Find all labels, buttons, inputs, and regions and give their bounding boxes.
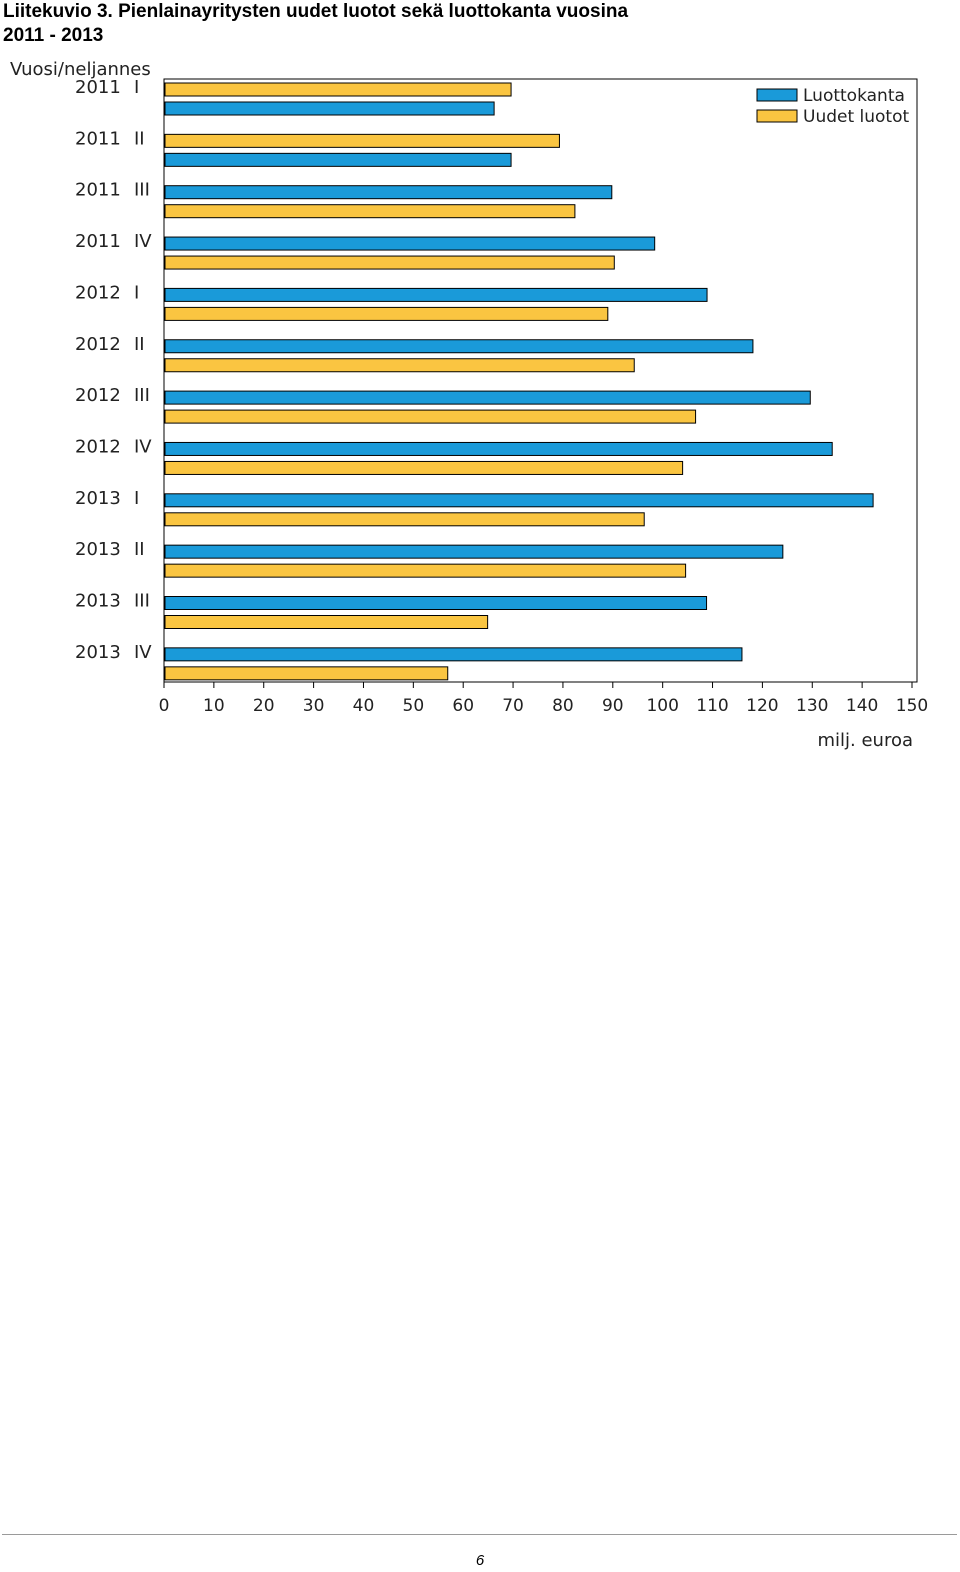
legend-swatch-uudet-luotot [756, 109, 798, 123]
category-label-quarter-2012-iv: IV [134, 436, 152, 457]
bar-luottokanta-2013-iv [164, 647, 743, 662]
x-tick-label-90: 90 [602, 696, 624, 716]
category-label-year-2011-i: 2011 [75, 77, 121, 98]
category-label-quarter-2012-ii: II [134, 334, 145, 355]
x-axis-title: milj. euroa [817, 730, 913, 751]
category-label-quarter-2012-iii: III [134, 385, 150, 406]
bar-luottokanta-2013-iii [164, 596, 708, 610]
category-label-quarter-2013-i: I [134, 488, 139, 509]
footer-divider [2, 1534, 957, 1535]
x-tick-label-120: 120 [746, 696, 778, 716]
category-label-quarter-2011-iii: III [134, 180, 150, 201]
bar-luottokanta-2011-iv [164, 236, 656, 251]
category-label-year-2012-iv: 2012 [75, 436, 121, 457]
x-tick-label-30: 30 [303, 696, 325, 716]
bar-uudet-luotot-2011-iv [164, 255, 615, 270]
category-label-quarter-2013-ii: II [134, 539, 145, 560]
bar-luottokanta-2012-ii [164, 339, 754, 354]
legend-label-luottokanta: Luottokanta [803, 86, 905, 106]
bar-uudet-luotot-2012-ii [164, 358, 635, 373]
category-label-year-2011-iv: 2011 [75, 231, 121, 252]
page-title-line-2: 2011 - 2013 [3, 25, 104, 46]
bar-uudet-luotot-2011-ii [164, 133, 560, 148]
category-label-quarter-2011-iv: IV [134, 231, 152, 252]
x-tick-label-130: 130 [796, 696, 828, 716]
category-label-quarter-2013-iii: III [134, 591, 150, 612]
page-title-line-1: Liitekuvio 3. Pienlainayritysten uudet l… [3, 1, 629, 22]
category-label-year-2011-ii: 2011 [75, 128, 121, 149]
bar-uudet-luotot-2011-i [164, 82, 512, 97]
x-tick-label-100: 100 [646, 696, 678, 716]
category-label-year-2013-i: 2013 [75, 488, 121, 509]
x-axis: 0 10 20 30 40 50 60 70 80 90 100 110 120 130 140 150 [159, 682, 928, 716]
y-axis-title: Vuosi/neljannes [10, 59, 151, 80]
bar-luottokanta-2011-iii [164, 185, 613, 200]
bar-luottokanta-2013-ii [164, 544, 784, 559]
bar-luottokanta-2013-i [164, 493, 874, 508]
bar-luottokanta-2012-iv [164, 441, 833, 456]
bar-luottokanta-2011-ii [164, 152, 512, 167]
category-label-year-2013-ii: 2013 [75, 539, 121, 560]
x-tick-label-0: 0 [159, 696, 170, 716]
x-tick-label-70: 70 [502, 696, 524, 716]
x-tick-label-10: 10 [203, 696, 225, 716]
category-label-quarter-2013-iv: IV [134, 642, 152, 663]
bar-uudet-luotot-2011-iii [164, 204, 576, 219]
bar-luottokanta-2012-iii [164, 390, 811, 405]
legend-label-uudet-luotot: Uudet luotot [803, 107, 910, 127]
category-label-year-2013-iii: 2013 [75, 591, 121, 612]
x-tick-label-60: 60 [452, 696, 474, 716]
category-label-quarter-2012-i: I [134, 282, 139, 303]
x-tick-label-20: 20 [253, 696, 275, 716]
x-tick-label-80: 80 [552, 696, 574, 716]
category-label-year-2012-i: 2012 [75, 282, 121, 303]
x-tick-label-110: 110 [696, 696, 728, 716]
bar-uudet-luotot-2012-iv [164, 460, 684, 475]
x-tick-label-50: 50 [403, 696, 425, 716]
category-label-quarter-2011-i: I [134, 77, 139, 98]
bar-uudet-luotot-2013-i [164, 512, 645, 527]
category-label-year-2011-iii: 2011 [75, 180, 121, 201]
category-label-year-2012-iii: 2012 [75, 385, 121, 406]
x-tick-label-150: 150 [896, 696, 928, 716]
bar-uudet-luotot-2012-iii [164, 409, 697, 424]
bar-uudet-luotot-2013-iii [164, 615, 489, 629]
page-number: 6 [475, 1552, 485, 1569]
bar-luottokanta-2011-i [164, 101, 495, 116]
category-label-quarter-2011-ii: II [134, 128, 145, 149]
legend-swatch-luottokanta [756, 88, 798, 102]
bar-uudet-luotot-2012-i [164, 306, 609, 321]
bar-uudet-luotot-2013-ii [164, 563, 687, 578]
category-label-year-2013-iv: 2013 [75, 642, 121, 663]
x-tick-label-40: 40 [353, 696, 375, 716]
bar-uudet-luotot-2013-iv [164, 666, 449, 681]
page-title: Liitekuvio 3. Pienlainayritysten uudet l… [3, 0, 703, 48]
bar-luottokanta-2012-i [164, 287, 708, 302]
category-label-year-2012-ii: 2012 [75, 334, 121, 355]
x-tick-label-140: 140 [846, 696, 878, 716]
plot-frame [163, 78, 918, 683]
bars-layer [164, 82, 874, 681]
